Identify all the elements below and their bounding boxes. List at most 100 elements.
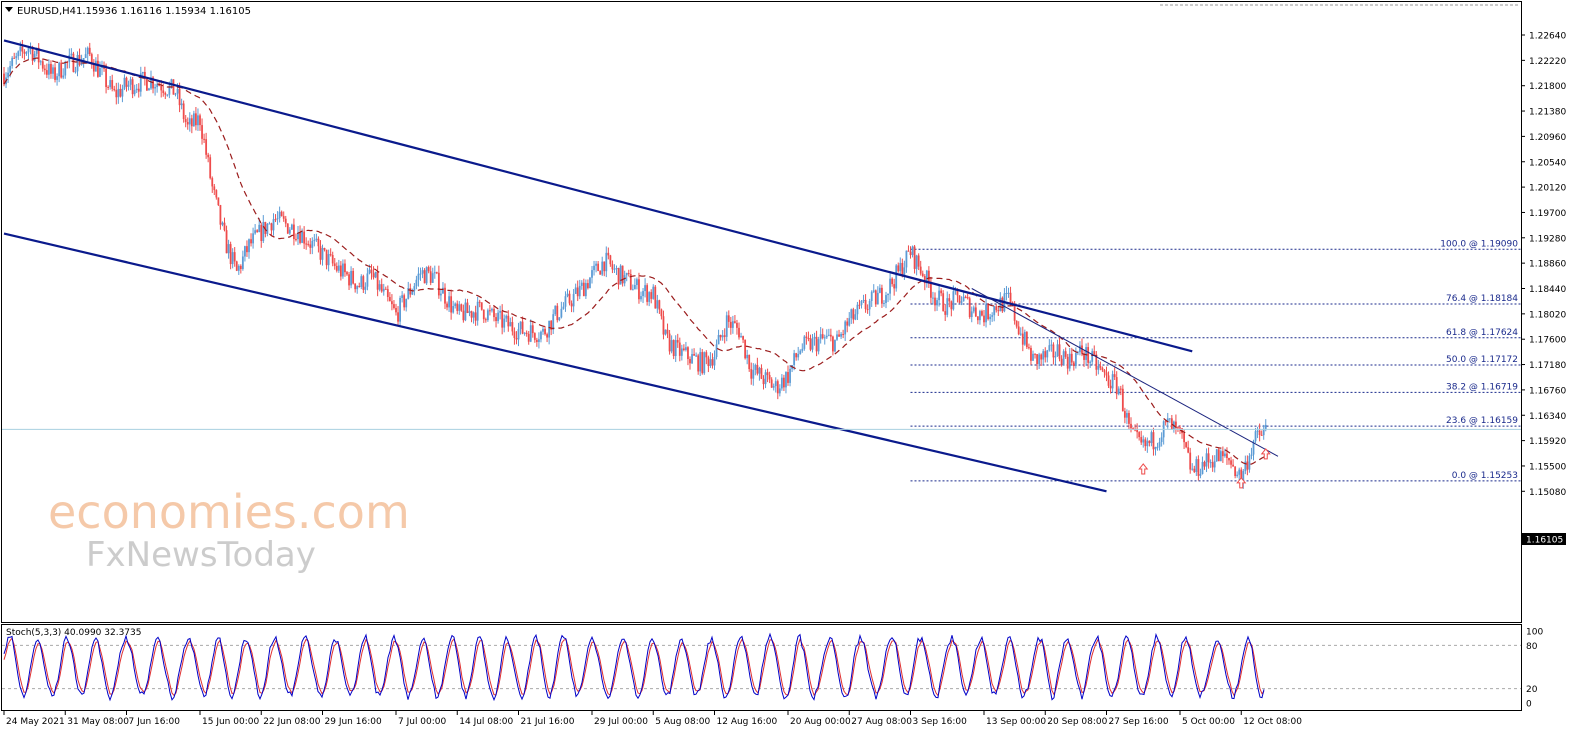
candle-body <box>1221 451 1224 457</box>
time-tick-label: 21 Jul 16:00 <box>521 717 575 727</box>
candle-body <box>1197 459 1200 476</box>
candle-body <box>546 334 548 338</box>
candle-body <box>1170 418 1173 430</box>
candle-body <box>979 311 981 321</box>
candle-body <box>903 267 906 276</box>
candle-body <box>889 278 891 294</box>
time-tick-label: 12 Oct 08:00 <box>1243 717 1302 727</box>
stoch-tick-label: 0 <box>1526 700 1532 710</box>
candle-body <box>76 54 79 72</box>
candle-body <box>1058 344 1061 359</box>
candle-body <box>1032 353 1034 361</box>
candle-body <box>638 279 640 300</box>
candle-body <box>703 352 706 374</box>
candle-body <box>101 67 103 69</box>
candle-body <box>1260 434 1263 436</box>
candle-body <box>33 53 36 61</box>
candle-body <box>41 61 44 69</box>
candle-body <box>1252 441 1255 455</box>
candle-body <box>934 297 936 306</box>
candle-body <box>360 276 363 287</box>
candle-body <box>50 63 52 74</box>
candle-body <box>680 348 683 356</box>
candle-body <box>1203 461 1206 467</box>
candle-body <box>597 263 600 271</box>
candle-body <box>1103 370 1106 373</box>
dropdown-triangle-icon[interactable] <box>5 7 13 12</box>
candle-body <box>940 290 943 294</box>
candle-body <box>738 327 740 338</box>
candle-body <box>1046 350 1049 358</box>
candle-body <box>1105 372 1108 376</box>
candle-body <box>366 273 369 287</box>
candle-body <box>323 248 326 250</box>
candle-body <box>1232 464 1234 467</box>
candle-body <box>1087 347 1090 363</box>
candle-body <box>480 302 483 310</box>
candle-body <box>423 270 426 284</box>
candle-body <box>1095 354 1098 370</box>
candle-body <box>1134 429 1136 431</box>
candle-body <box>205 139 208 155</box>
candle-body <box>250 239 252 244</box>
candle-body <box>309 244 312 248</box>
candle-body <box>584 283 587 297</box>
candle-body <box>552 314 555 330</box>
candle-body <box>391 301 393 305</box>
candle-body <box>727 315 730 322</box>
candle-body <box>1248 455 1251 470</box>
candle-body <box>417 273 420 280</box>
candle-body <box>674 340 677 357</box>
candle-body <box>156 84 159 88</box>
candle-body <box>64 61 67 76</box>
candle-body <box>331 255 334 264</box>
candle-body <box>203 138 205 140</box>
candle-body <box>321 248 324 260</box>
candle-body <box>90 54 93 65</box>
candle-body <box>388 297 391 302</box>
candle-body <box>883 302 885 304</box>
candle-body <box>1028 347 1030 349</box>
candle-body <box>1019 333 1022 335</box>
candle-body <box>787 372 789 383</box>
price-tick-label: 1.18440 <box>1529 285 1566 295</box>
time-tick-label: 29 Jul 00:00 <box>594 717 648 727</box>
time-tick-label: 27 Sep 16:00 <box>1109 717 1169 727</box>
candle-body <box>905 250 908 268</box>
candle-body <box>783 377 785 388</box>
candle-body <box>872 290 875 292</box>
candle-body <box>107 86 110 88</box>
candle-body <box>731 321 734 328</box>
candle-body <box>1077 352 1079 354</box>
candle-body <box>131 79 134 95</box>
candle-body <box>342 263 344 277</box>
candle-body <box>823 337 826 339</box>
candle-body <box>297 232 299 240</box>
candle-body <box>368 269 371 274</box>
candle-body <box>789 368 791 383</box>
candle-body <box>554 305 557 315</box>
candle-body <box>1072 362 1075 366</box>
candle-body <box>930 283 932 298</box>
candle-body <box>358 285 361 287</box>
candle-body <box>15 56 18 58</box>
candle-body <box>442 287 444 294</box>
candle-body <box>458 304 461 311</box>
candle-body <box>891 278 894 285</box>
candle-body <box>419 273 422 275</box>
candle-body <box>1183 433 1185 443</box>
candle-body <box>766 372 769 376</box>
candle-body <box>235 261 238 271</box>
candle-body <box>1144 439 1147 447</box>
candle-body <box>464 302 467 321</box>
candle-body <box>821 334 824 339</box>
candle-body <box>497 312 499 322</box>
candle-body <box>803 336 806 349</box>
candle-body <box>636 279 638 286</box>
candle-body <box>35 47 38 54</box>
candle-body <box>1264 424 1267 430</box>
candle-body <box>1213 461 1216 468</box>
candle-body <box>1009 292 1012 303</box>
candle-body <box>919 266 922 274</box>
